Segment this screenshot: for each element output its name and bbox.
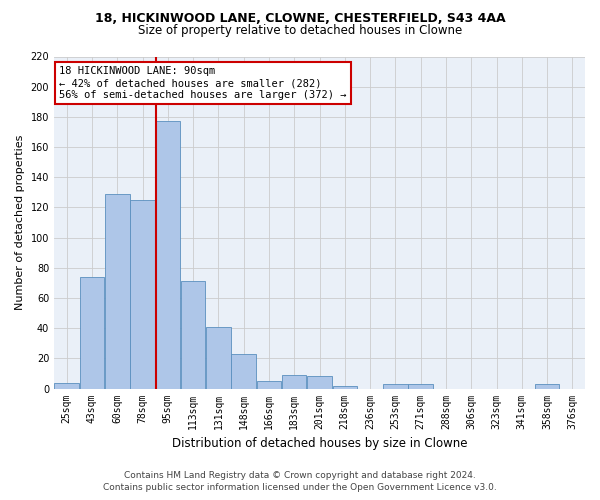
Bar — [80, 277, 104, 388]
X-axis label: Distribution of detached houses by size in Clowne: Distribution of detached houses by size … — [172, 437, 467, 450]
Text: 18 HICKINWOOD LANE: 90sqm
← 42% of detached houses are smaller (282)
56% of semi: 18 HICKINWOOD LANE: 90sqm ← 42% of detac… — [59, 66, 347, 100]
Bar — [105, 194, 130, 388]
Bar — [206, 326, 230, 388]
Bar — [332, 386, 357, 388]
Text: Size of property relative to detached houses in Clowne: Size of property relative to detached ho… — [138, 24, 462, 37]
Y-axis label: Number of detached properties: Number of detached properties — [15, 135, 25, 310]
Bar — [307, 376, 332, 388]
Bar — [409, 384, 433, 388]
Bar — [282, 375, 307, 388]
Bar — [535, 384, 559, 388]
Text: 18, HICKINWOOD LANE, CLOWNE, CHESTERFIELD, S43 4AA: 18, HICKINWOOD LANE, CLOWNE, CHESTERFIEL… — [95, 12, 505, 26]
Bar — [55, 382, 79, 388]
Bar — [232, 354, 256, 388]
Bar — [383, 384, 407, 388]
Bar — [257, 381, 281, 388]
Bar — [130, 200, 155, 388]
Bar — [181, 282, 205, 389]
Text: Contains HM Land Registry data © Crown copyright and database right 2024.
Contai: Contains HM Land Registry data © Crown c… — [103, 471, 497, 492]
Bar — [155, 122, 180, 388]
